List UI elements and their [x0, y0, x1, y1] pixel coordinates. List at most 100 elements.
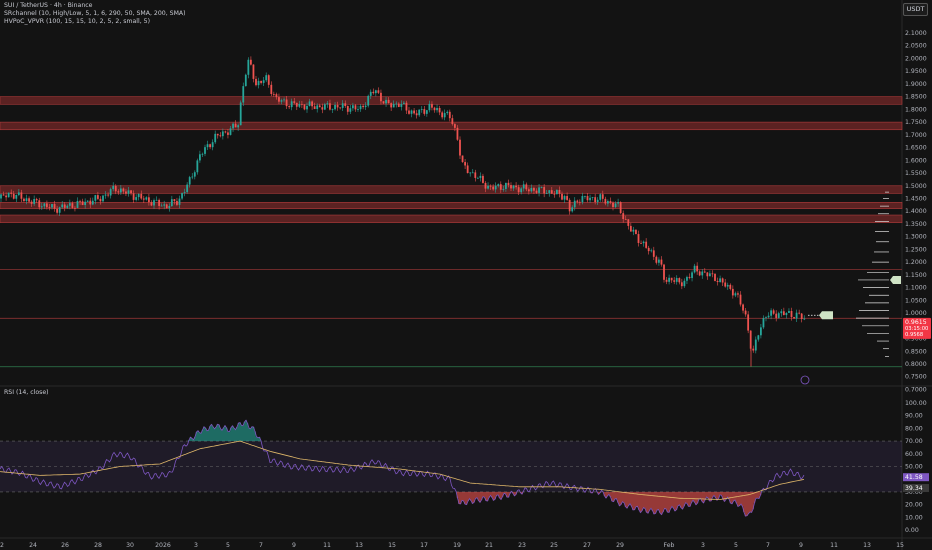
candle-body — [148, 197, 150, 203]
candle-body — [58, 207, 61, 213]
candle-body — [17, 192, 20, 195]
price-tick-label: 1.2500 — [905, 246, 927, 253]
rsi-tick-label: 100.00 — [905, 400, 927, 407]
candle-body — [703, 271, 706, 273]
candle-body — [334, 104, 336, 110]
rsi-tick-label: 50.00 — [905, 464, 923, 471]
currency-button[interactable]: USDT — [903, 3, 928, 16]
candle-body — [280, 100, 283, 102]
candle-body — [785, 312, 788, 316]
time-tick-label: 7 — [259, 542, 263, 549]
candle-body — [346, 106, 349, 112]
time-tick-label: Feb — [664, 542, 675, 549]
candle-body — [119, 188, 122, 193]
candle-body — [232, 123, 234, 129]
candle-body — [527, 189, 530, 192]
price-tick-label: 0.8500 — [905, 348, 927, 355]
candle-body — [589, 197, 591, 201]
candle-body — [642, 241, 645, 244]
candle-body — [747, 314, 750, 331]
price-tick-label: 1.6000 — [905, 157, 927, 164]
resistance-zone-1 — [0, 121, 903, 131]
candle-body — [267, 75, 270, 85]
candle-body — [336, 104, 339, 108]
candle-body — [530, 188, 533, 192]
candle-body — [624, 219, 627, 220]
candle-body — [573, 200, 576, 208]
candle-body — [323, 104, 326, 110]
candle-body — [737, 293, 739, 295]
candle-body — [601, 194, 604, 199]
candle-body — [204, 147, 206, 154]
candle-body — [201, 153, 204, 155]
time-tick-label: 5 — [734, 542, 738, 549]
candle-body — [767, 315, 770, 318]
candle-body — [408, 110, 410, 114]
time-tick-label: 3 — [194, 542, 198, 549]
candle-body — [288, 106, 291, 108]
candle-body — [502, 188, 505, 190]
candle-body — [525, 184, 528, 190]
rsi-tick-label: 90.00 — [905, 413, 923, 420]
candle-body — [586, 196, 589, 201]
candle-body — [476, 177, 479, 179]
candle-body — [663, 264, 665, 280]
candle-body — [678, 278, 681, 283]
candle-body — [130, 190, 132, 194]
candle-body — [627, 219, 630, 226]
candle-body — [688, 276, 691, 278]
candle-body — [390, 103, 393, 108]
candle-body — [629, 225, 632, 232]
time-tick-label: 9 — [799, 542, 803, 549]
candle-body — [191, 176, 194, 178]
candle-body — [94, 195, 97, 201]
candle-body — [425, 110, 428, 114]
candle-body — [163, 204, 166, 206]
candle-body — [313, 106, 316, 109]
candle-body — [448, 111, 451, 119]
candle-body — [479, 175, 482, 178]
candle-body — [250, 59, 252, 65]
candle-body — [744, 310, 747, 315]
rsi-tick-label: 10.00 — [905, 514, 923, 521]
price-tick-label: 1.8500 — [905, 94, 927, 101]
candle-body — [742, 304, 744, 311]
price-tick-label: 1.8000 — [905, 106, 927, 113]
candle-body — [311, 101, 313, 107]
price-tick-label: 0.9000 — [905, 336, 927, 343]
candle-body — [471, 172, 474, 174]
candle-body — [466, 165, 469, 174]
candle-body — [53, 204, 56, 209]
candle-body — [382, 101, 385, 104]
time-tick-label: 29 — [616, 542, 624, 549]
price-tick-label: 0.7000 — [905, 386, 927, 393]
candle-body — [780, 311, 783, 314]
candle-body — [691, 272, 693, 278]
price-tick-label: 1.6500 — [905, 145, 927, 152]
price-tick-label: 1.4000 — [905, 208, 927, 215]
candle-body — [489, 185, 492, 187]
candle-body — [0, 194, 2, 199]
candle-body — [66, 205, 69, 208]
candle-body — [790, 310, 793, 318]
candle-body — [665, 279, 668, 282]
candle-body — [28, 198, 30, 202]
candle-body — [145, 197, 148, 200]
candle-body — [760, 327, 762, 336]
candle-body — [607, 201, 609, 204]
candle-body — [10, 192, 13, 194]
candle-body — [428, 103, 431, 111]
poc-marker — [819, 311, 833, 320]
candle-body — [752, 348, 755, 351]
candle-body — [219, 135, 222, 137]
price-tick-label: 2.0000 — [905, 55, 927, 62]
candle-body — [512, 185, 515, 189]
candle-body — [497, 184, 500, 186]
candle-body — [40, 206, 43, 208]
candle-body — [436, 107, 438, 111]
rsi-value-label: 41.58 — [905, 474, 923, 481]
candle-body — [272, 93, 275, 95]
candle-body — [415, 113, 418, 116]
candle-body — [255, 78, 257, 86]
